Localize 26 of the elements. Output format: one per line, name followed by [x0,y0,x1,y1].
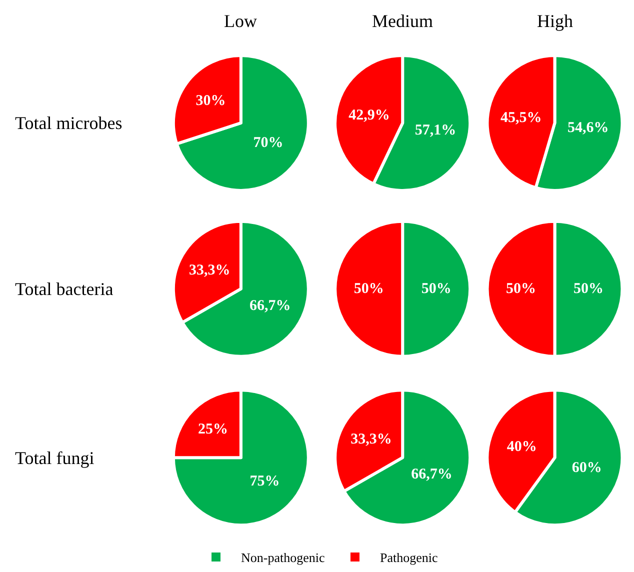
chart-title: High [537,11,573,31]
data-label: 42,9% [348,107,390,124]
chart-title: Low [224,11,257,31]
data-label: 66,7% [250,298,291,314]
data-label: 66,7% [411,466,452,483]
data-label: 33,3% [188,262,230,279]
data-label: 45,5% [500,110,542,126]
text: Total bacteria [15,279,114,299]
data-label: 60% [572,460,602,476]
data-label: 25% [198,422,228,438]
data-label: 57,1% [414,122,456,138]
legend-label: Pathogenic [380,550,438,566]
text: Total microbes [15,113,122,133]
data-label: 50% [421,280,452,297]
data-label: 70% [253,134,284,151]
data-label: 50% [506,280,536,297]
legend-label: Non-pathogenic [241,550,325,566]
data-label: 33,3% [350,431,392,448]
data-label: 30% [196,93,226,110]
data-label: 50% [354,280,384,297]
data-label: 75% [250,473,280,490]
chart-title: Medium [372,11,433,31]
text: Total fungi [15,448,94,468]
data-label: 54,6% [568,120,609,136]
data-label: 40% [506,438,537,455]
data-label: 50% [574,280,604,297]
